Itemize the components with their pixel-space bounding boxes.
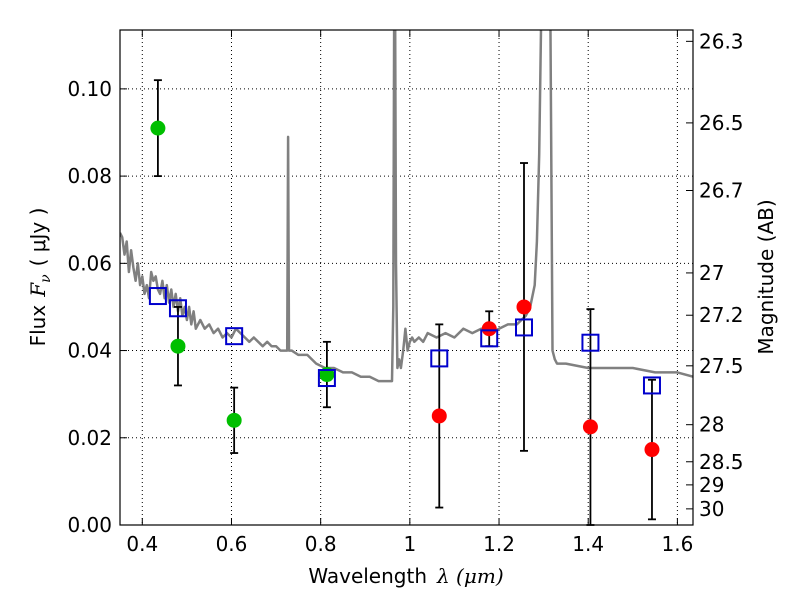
- x-tick-label: 1.6: [661, 532, 693, 556]
- plot-frame: [119, 29, 694, 526]
- data-point: [170, 338, 186, 354]
- y2-tick-label: 28.5: [699, 450, 744, 474]
- model-point: [317, 369, 336, 388]
- grid-layer: [120, 30, 693, 526]
- y2-axis-label: Magnitude (AB): [754, 199, 778, 354]
- y2-tick-label: 27.2: [699, 303, 744, 327]
- model-point: [168, 299, 187, 318]
- x-tick-label: 1.4: [572, 532, 604, 556]
- y2-tick-label: 26.7: [699, 178, 744, 202]
- y2-tick-label: 26.5: [699, 111, 744, 135]
- y-tick-label: 0.10: [67, 77, 112, 101]
- tick-layer: [120, 30, 693, 526]
- y-tick-label: 0.04: [67, 339, 112, 363]
- y-axis-label: FluxFν( μJy ): [26, 208, 54, 347]
- y2-tick-label: 28: [699, 413, 724, 437]
- model-point: [642, 376, 661, 395]
- data-point: [582, 419, 598, 435]
- x-tick-label: 0.6: [216, 532, 248, 556]
- y2-tick-label: 27.5: [699, 354, 744, 378]
- data-point: [481, 321, 497, 337]
- tick-label-layer: 0.4 0.6 0.8 1 1.2 1.4 1.6 0.00 0.02 0.04 0.06 0.08 0…: [67, 29, 743, 556]
- y2-tick-label: 29: [699, 473, 724, 497]
- data-point: [150, 120, 166, 136]
- marker-layer: [148, 120, 661, 458]
- y-tick-label: 0.08: [67, 164, 112, 188]
- y-tick-label: 0.02: [67, 426, 112, 450]
- y-tick-label: 0.06: [67, 251, 112, 275]
- x-tick-label: 0.8: [305, 532, 337, 556]
- y2-tick-label: 26.3: [699, 29, 744, 53]
- model-point: [514, 318, 533, 337]
- x-tick-label: 1.2: [483, 532, 515, 556]
- y2-tick-label: 27: [699, 261, 724, 285]
- data-point: [644, 442, 660, 458]
- model-point: [581, 333, 600, 352]
- data-point: [516, 299, 532, 315]
- x-tick-label: 1: [403, 532, 416, 556]
- data-point: [226, 412, 242, 428]
- x-tick-label: 0.4: [126, 532, 158, 556]
- model-point: [148, 287, 167, 306]
- y-tick-label: 0.00: [67, 513, 112, 537]
- x-axis-label: Wavelength λ (μm): [308, 564, 503, 588]
- data-point: [431, 408, 447, 424]
- y2-tick-label: 30: [699, 497, 724, 521]
- model-point: [430, 349, 449, 368]
- model-point: [225, 327, 244, 346]
- model-point: [480, 329, 499, 348]
